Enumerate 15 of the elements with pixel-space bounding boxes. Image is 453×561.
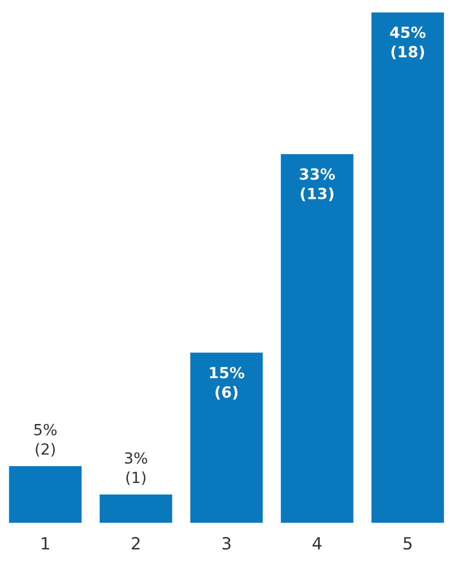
- data-label: 3% (1): [124, 452, 148, 485]
- data-label: 5% (2): [34, 424, 57, 457]
- data-label: 45% (18): [390, 26, 426, 60]
- data-label: 33% (13): [300, 168, 335, 202]
- x-tick-label: 2: [132, 537, 140, 550]
- bar: [9, 466, 82, 523]
- x-tick-label: 5: [404, 537, 412, 550]
- data-label: 15% (6): [210, 366, 244, 400]
- bar: [190, 352, 263, 523]
- x-tick-label: 4: [312, 537, 322, 550]
- x-tick-label: 1: [42, 537, 50, 550]
- bar: [371, 12, 444, 523]
- bar: [280, 154, 354, 523]
- x-tick-label: 3: [222, 537, 230, 550]
- bar: [100, 494, 172, 523]
